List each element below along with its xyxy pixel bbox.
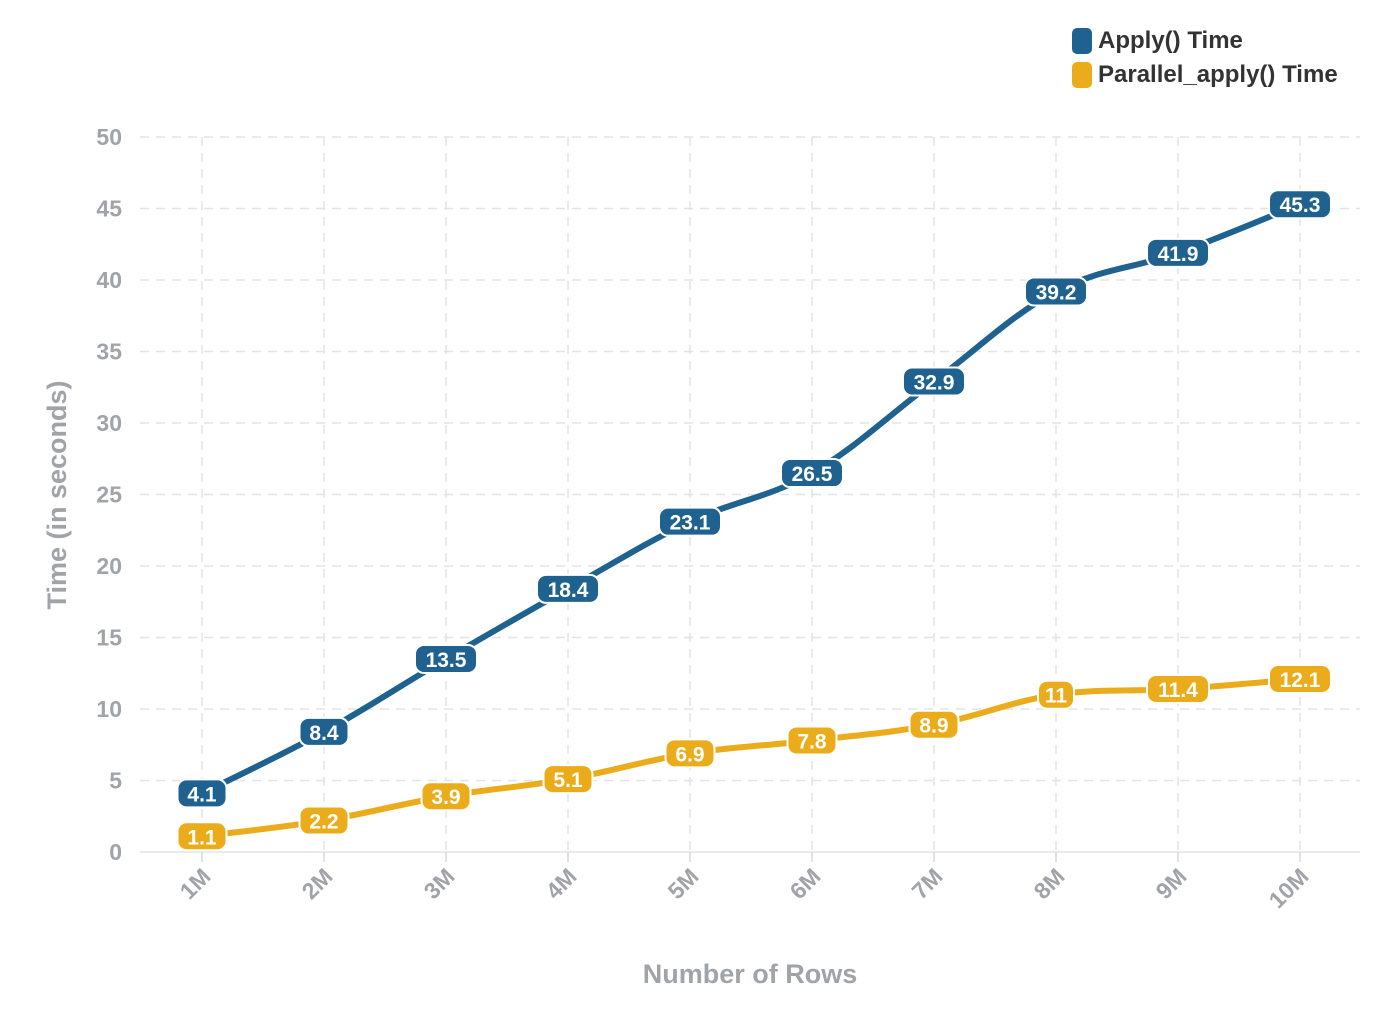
data-point[interactable]: 13.5	[414, 643, 478, 674]
y-tick-label: 25	[96, 482, 122, 508]
series-lines	[199, 201, 1303, 840]
data-label-badge	[298, 716, 350, 747]
data-label-badge	[1024, 276, 1088, 307]
data-label-badge	[664, 738, 716, 769]
y-tick-label: 35	[96, 339, 122, 365]
data-point[interactable]: 5.1	[542, 764, 594, 795]
y-tick-label: 30	[96, 410, 122, 436]
data-label: 39.2	[1036, 281, 1077, 304]
data-label: 11.4	[1158, 679, 1198, 702]
x-axis-title: Number of Rows	[643, 959, 858, 989]
axes: 0 5 10 15 20 25 30 35 40 45 50 1M 2M 3M 4M 5M 6M 7M 8M 9M 10…	[96, 124, 1313, 913]
legend-label-apply: Apply() Time	[1098, 27, 1243, 54]
y-tick-label: 40	[96, 267, 122, 293]
y-tick-label: 10	[96, 696, 122, 722]
data-label: 41.9	[1158, 243, 1199, 266]
data-label-badge	[1268, 189, 1332, 220]
data-label-badge	[902, 366, 966, 397]
data-point[interactable]: 2.2	[298, 805, 350, 836]
data-label-badge	[420, 781, 472, 812]
data-point[interactable]: 8.9	[908, 709, 960, 740]
data-point[interactable]: 39.2	[1024, 276, 1088, 307]
data-label-badge	[176, 778, 228, 809]
data-label: 1.1	[187, 826, 217, 849]
data-label-badge	[780, 458, 844, 489]
legend-item-apply[interactable]: Apply() Time	[1072, 24, 1338, 58]
data-label: 23.1	[670, 512, 711, 535]
data-label: 26.5	[792, 463, 833, 486]
x-tick-label: 4M	[541, 863, 582, 904]
y-tick-label: 45	[96, 196, 122, 222]
data-point[interactable]: 7.8	[786, 725, 838, 756]
data-label-badge	[414, 643, 478, 674]
data-label: 18.4	[548, 579, 589, 602]
data-point[interactable]: 32.9	[902, 366, 966, 397]
data-label-badge	[1037, 679, 1075, 710]
data-label-badge	[908, 709, 960, 740]
data-label: 5.1	[553, 769, 583, 792]
data-point[interactable]: 18.4	[536, 573, 600, 604]
data-point[interactable]: 6.9	[664, 738, 716, 769]
data-label-badge	[176, 821, 228, 852]
data-point[interactable]: 26.5	[780, 458, 844, 489]
data-point[interactable]: 45.3	[1268, 189, 1332, 220]
data-label: 32.9	[914, 372, 955, 395]
data-label: 4.1	[187, 783, 217, 806]
data-point[interactable]: 4.1	[176, 778, 228, 809]
data-label: 8.9	[919, 715, 948, 738]
data-point[interactable]: 3.9	[420, 781, 472, 812]
y-axis-title: Time (in seconds)	[42, 380, 72, 609]
data-point[interactable]: 11	[1037, 679, 1075, 710]
y-tick-label: 0	[109, 839, 122, 865]
data-point[interactable]: 41.9	[1146, 237, 1210, 268]
x-tick-label: 10M	[1264, 863, 1314, 913]
data-point[interactable]: 12.1	[1268, 663, 1332, 694]
x-tick-label: 5M	[663, 863, 704, 904]
y-tick-label: 5	[109, 768, 122, 794]
data-label: 6.9	[675, 743, 704, 766]
data-label: 45.3	[1280, 194, 1321, 217]
data-label: 7.8	[797, 730, 827, 753]
data-labels: 4.1 8.4 13.5 18.4 23.1 26.5 32.9 39.2 41.9 45.3 1.…	[176, 189, 1332, 852]
y-tick-label: 20	[96, 553, 122, 579]
y-tick-label: 15	[96, 625, 122, 651]
x-tick-label: 2M	[297, 863, 338, 904]
data-label-badge	[536, 573, 600, 604]
data-point[interactable]: 1.1	[176, 821, 228, 852]
data-point[interactable]: 11.4	[1146, 673, 1210, 704]
data-label: 8.4	[309, 722, 339, 745]
data-label-badge	[1146, 673, 1210, 704]
x-tick-label: 1M	[175, 863, 216, 904]
data-point[interactable]: 23.1	[658, 506, 722, 537]
x-tick-label: 6M	[785, 863, 826, 904]
series-line-0	[199, 201, 1303, 797]
x-tick-label: 3M	[419, 863, 460, 904]
legend-item-parallel-apply[interactable]: Parallel_apply() Time	[1072, 58, 1338, 92]
x-tick-label: 9M	[1151, 863, 1192, 904]
data-label-badge	[1146, 237, 1210, 268]
legend-swatch-parallel-apply	[1072, 62, 1092, 88]
data-label-badge	[1268, 663, 1332, 694]
x-tick-label: 7M	[907, 863, 948, 904]
data-label: 13.5	[426, 649, 467, 672]
y-tick-label: 50	[96, 124, 122, 150]
chart-legend: Apply() Time Parallel_apply() Time	[1072, 24, 1338, 92]
data-label: 12.1	[1280, 669, 1321, 692]
data-point[interactable]: 8.4	[298, 716, 350, 747]
series-line-1	[199, 675, 1303, 840]
legend-swatch-apply	[1072, 28, 1092, 54]
data-label-badge	[298, 805, 350, 836]
data-label-badge	[542, 764, 594, 795]
data-label: 11	[1045, 685, 1068, 708]
data-label-badge	[658, 506, 722, 537]
legend-label-parallel-apply: Parallel_apply() Time	[1098, 61, 1338, 88]
data-label: 3.9	[431, 786, 460, 809]
data-label: 2.2	[309, 811, 338, 834]
x-tick-label: 8M	[1029, 863, 1070, 904]
data-label-badge	[786, 725, 838, 756]
